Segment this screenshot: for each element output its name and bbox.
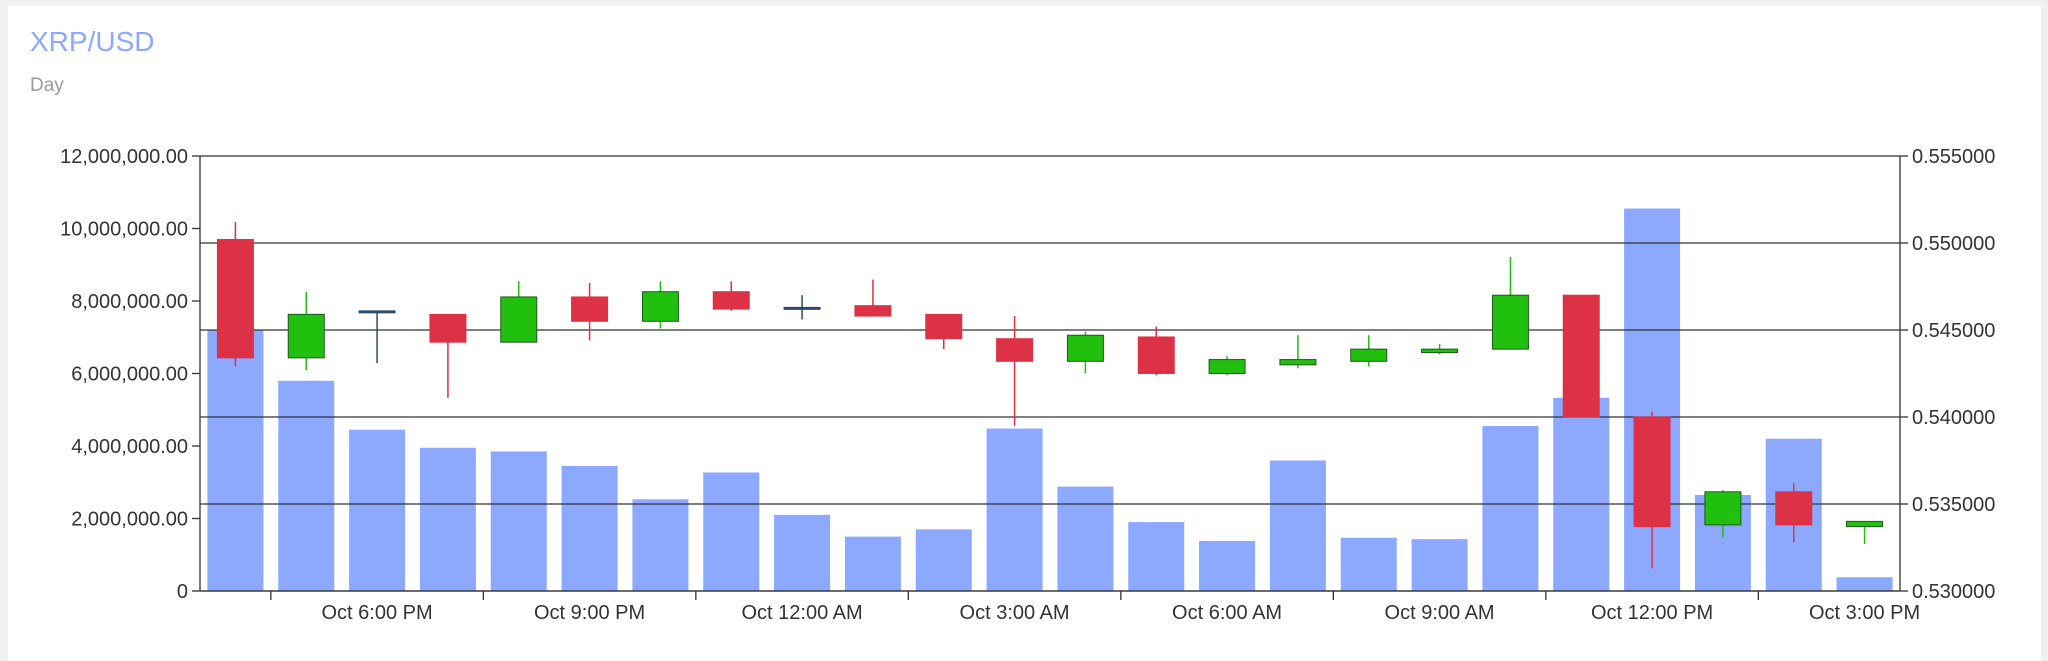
volume-tick-label: 8,000,000.00 [71, 291, 188, 313]
candle [712, 281, 750, 311]
candle [1137, 326, 1175, 376]
volume-tick-label: 4,000,000.00 [71, 436, 188, 458]
candle [1350, 335, 1388, 367]
candle [358, 310, 396, 364]
volume-tick-label: 2,000,000.00 [71, 509, 188, 531]
candle [783, 295, 821, 320]
candle [1562, 294, 1600, 418]
time-tick-label: Oct 9:00 PM [534, 602, 645, 624]
volume-bar [1057, 486, 1114, 591]
volume-bar [915, 529, 972, 591]
price-tick-label: 0.550000 [1912, 233, 1995, 255]
candle-body [1279, 359, 1317, 366]
candle [287, 291, 325, 371]
candle [641, 281, 679, 329]
volume-bars [207, 208, 1893, 591]
time-tick-label: Oct 12:00 AM [741, 602, 862, 624]
candle-body [1562, 294, 1600, 418]
volume-bar [1128, 522, 1185, 591]
candle [1846, 520, 1884, 545]
candle-body [500, 296, 538, 343]
candle-body [1066, 334, 1104, 362]
candle-body [1421, 348, 1459, 354]
volume-bar [1269, 460, 1326, 591]
price-tick-label: 0.535000 [1912, 494, 1995, 516]
candle [216, 222, 254, 367]
candle-body [1208, 359, 1246, 374]
candle [1491, 256, 1529, 350]
volume-tick-label: 6,000,000.00 [71, 364, 188, 386]
candle [1421, 343, 1459, 355]
price-tick-label: 0.555000 [1912, 146, 1995, 168]
candle [1633, 411, 1671, 569]
candle-body [1137, 336, 1175, 374]
price-tick-label: 0.540000 [1912, 407, 1995, 429]
volume-bar [1199, 540, 1256, 591]
volume-bar [419, 447, 476, 591]
volume-bar [703, 472, 760, 591]
candle [1208, 356, 1246, 376]
volume-bar [278, 380, 335, 591]
candle-body [1704, 491, 1742, 526]
candle-body [429, 313, 467, 343]
candle-body [996, 338, 1034, 362]
candle [996, 316, 1034, 426]
candle-body [571, 296, 609, 322]
candle [1279, 335, 1317, 369]
volume-bar [561, 465, 618, 591]
time-tick-label: Oct 9:00 AM [1385, 602, 1495, 624]
axes: 0 2,000,000.00 4,000,000.00 6,000,000.00 8,0… [60, 146, 1995, 624]
volume-bar [207, 330, 264, 591]
candle-body [925, 313, 963, 340]
volume-bar [774, 514, 831, 591]
volume-tick-label: 0 [177, 581, 188, 603]
candle-body [287, 313, 325, 359]
candle-body [1775, 491, 1813, 526]
time-tick-label: Oct 3:00 PM [1809, 602, 1920, 624]
candle [1704, 490, 1742, 538]
candle-body [1633, 416, 1671, 528]
candle-body [783, 306, 821, 310]
price-tick-label: 0.545000 [1912, 320, 1995, 342]
volume-tick-label: 10,000,000.00 [60, 219, 188, 241]
candle-body [712, 291, 750, 310]
volume-tick-label: 12,000,000.00 [60, 146, 188, 168]
candle-body [1350, 348, 1388, 362]
candle-body [358, 310, 396, 314]
volume-bar [1482, 426, 1539, 591]
candle-body [1491, 294, 1529, 350]
time-tick-label: Oct 6:00 PM [322, 602, 433, 624]
candle [854, 279, 892, 317]
volume-bar [1553, 397, 1610, 591]
chart-title: XRP/USD [30, 26, 155, 57]
price-candles [216, 222, 1884, 569]
volume-bar [1340, 537, 1397, 591]
time-tick-label: Oct 6:00 AM [1172, 602, 1282, 624]
candle [429, 313, 467, 398]
candle [925, 313, 963, 350]
volume-bar [986, 428, 1043, 591]
candle-body [854, 305, 892, 317]
time-tick-label: Oct 3:00 AM [960, 602, 1070, 624]
candle [500, 281, 538, 343]
candle [1066, 331, 1104, 374]
time-tick-label: Oct 12:00 PM [1591, 602, 1713, 624]
volume-bar [349, 429, 406, 591]
volume-bar [1836, 577, 1893, 591]
price-tick-label: 0.530000 [1912, 581, 1995, 603]
candle-body [1846, 520, 1884, 528]
chart-subtitle: Day [30, 75, 64, 96]
volume-bar [632, 499, 689, 591]
candle [571, 283, 609, 341]
volume-bar [490, 451, 547, 591]
candle [1775, 483, 1813, 543]
volume-bar [844, 536, 901, 591]
candle-body [216, 239, 254, 359]
candle-body [641, 291, 679, 322]
volume-bar [1411, 539, 1468, 591]
